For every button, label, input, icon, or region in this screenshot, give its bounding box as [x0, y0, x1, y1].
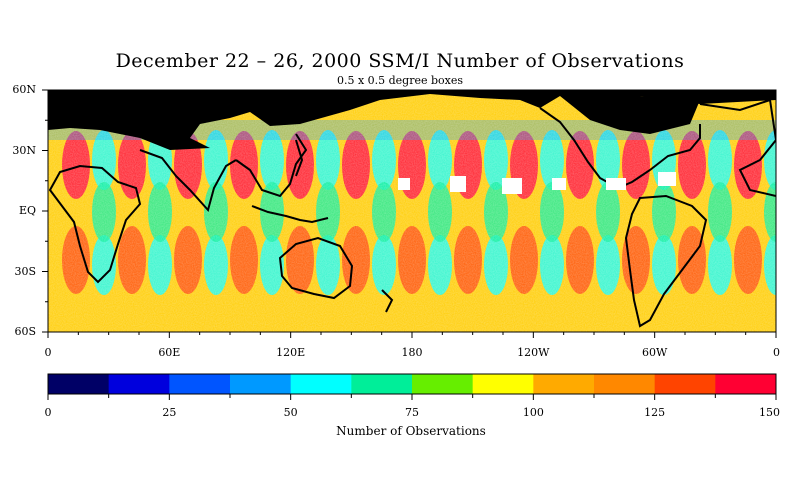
- colorbar-label: 0: [44, 406, 52, 419]
- colorbar-swatch: [594, 374, 656, 394]
- coast-se-asia: [235, 133, 308, 198]
- longitude-label: 120E: [276, 346, 306, 359]
- longitude-label: 60W: [642, 346, 668, 359]
- colorbar-swatch: [108, 374, 170, 394]
- colorbar-swatch: [412, 374, 474, 394]
- longitude-label: 0: [44, 346, 52, 359]
- coast-south-america: [624, 194, 708, 328]
- land-eurasia-north: [48, 90, 776, 150]
- map-title: December 22 – 26, 2000 SSM/I Number of O…: [115, 50, 685, 72]
- colorbar-swatch: [654, 374, 716, 394]
- colorbar-swatch: [290, 374, 352, 394]
- longitude-label: 180: [401, 346, 423, 359]
- longitude-label: 60E: [158, 346, 181, 359]
- latitude-label: 30S: [14, 264, 36, 278]
- coast-new-zealand: [381, 289, 394, 313]
- colorbar-tick-marks: [47, 394, 777, 400]
- colorbar-label: 100: [522, 406, 544, 419]
- colorbar: [47, 373, 777, 395]
- longitude-label: 120W: [517, 346, 550, 359]
- coast-europe: [699, 98, 776, 197]
- coast-japan: [295, 139, 304, 177]
- colorbar-swatch: [48, 374, 110, 394]
- latitude-label: 60N: [12, 83, 36, 96]
- colorbar-swatch: [169, 374, 231, 394]
- coast-arabia-india: [139, 149, 237, 213]
- latitude-label: 60S: [14, 325, 36, 338]
- colorbar-label: 25: [162, 406, 177, 419]
- colorbar-swatch: [472, 374, 534, 394]
- map-tick-marks: [42, 89, 777, 338]
- colorbar-title: Number of Observations: [336, 424, 486, 438]
- colorbar-label: 50: [283, 406, 298, 419]
- map-field: [48, 90, 776, 332]
- map-subtitle: 0.5 x 0.5 degree boxes: [336, 74, 464, 87]
- latitude-label: EQ: [18, 204, 36, 217]
- colorbar-swatch: [715, 374, 777, 394]
- colorbar-swatch: [230, 374, 292, 394]
- coastlines: [48, 98, 776, 328]
- coast-indonesia: [251, 205, 329, 224]
- colorbar-label: 75: [405, 406, 419, 419]
- latitude-label: 30N: [12, 143, 36, 157]
- coast-australia: [278, 236, 354, 300]
- colorbar-swatch: [351, 374, 413, 394]
- colorbar-swatch: [533, 374, 595, 394]
- land-greenland: [560, 96, 700, 134]
- land-mask: [48, 90, 776, 150]
- missing-data-patches: [398, 172, 676, 194]
- colorbar-label: 125: [644, 406, 666, 419]
- longitude-label: 0: [773, 346, 780, 359]
- coast-africa: [48, 164, 142, 284]
- colorbar-label: 150: [759, 406, 780, 419]
